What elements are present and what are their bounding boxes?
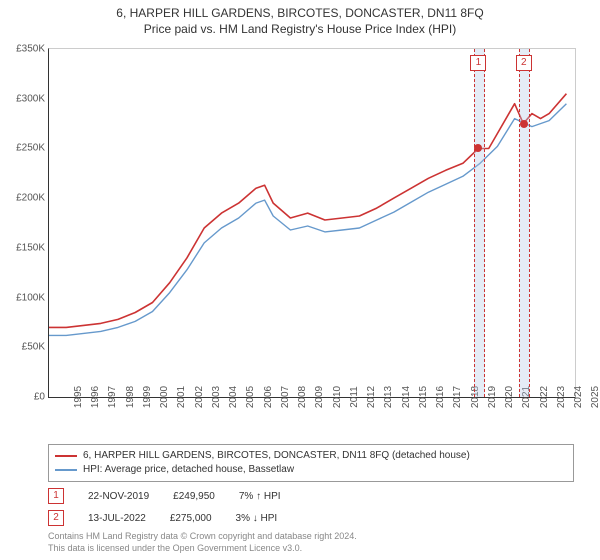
legend-swatch [55,455,77,457]
y-tick-label: £200K [16,193,49,204]
sale-badge: 1 [48,488,64,504]
marker-dot [520,120,528,128]
y-tick-label: £300K [16,93,49,104]
marker-label: 2 [516,55,532,71]
plot-area: £0£50K£100K£150K£200K£250K£300K£350K1995… [48,48,576,398]
sale-date: 22-NOV-2019 [88,491,149,502]
attribution-line: Contains HM Land Registry data © Crown c… [48,530,574,542]
sale-date: 13-JUL-2022 [88,513,146,524]
plot-svg [49,49,575,397]
legend: 6, HARPER HILL GARDENS, BIRCOTES, DONCAS… [48,444,574,482]
legend-item: HPI: Average price, detached house, Bass… [55,463,567,477]
y-tick-label: £100K [16,292,49,303]
y-tick-label: £50K [22,342,49,353]
y-tick-label: £250K [16,143,49,154]
series-line [49,94,566,328]
legend-swatch [55,469,77,471]
sale-change: 7% ↑ HPI [239,491,281,502]
sale-badge: 2 [48,510,64,526]
sale-change: 3% ↓ HPI [236,513,278,524]
marker-band [519,49,530,397]
attribution-line: This data is licensed under the Open Gov… [48,542,574,554]
sale-row: 2 13-JUL-2022 £275,000 3% ↓ HPI [48,510,574,526]
marker-dot [474,144,482,152]
sale-price: £275,000 [170,513,212,524]
chart-title: 6, HARPER HILL GARDENS, BIRCOTES, DONCAS… [0,6,600,20]
y-tick-label: £0 [34,392,49,403]
sale-row: 1 22-NOV-2019 £249,950 7% ↑ HPI [48,488,574,504]
marker-label: 1 [470,55,486,71]
y-tick-label: £150K [16,242,49,253]
legend-label: 6, HARPER HILL GARDENS, BIRCOTES, DONCAS… [83,449,470,463]
legend-label: HPI: Average price, detached house, Bass… [83,463,294,477]
series-line [49,104,566,336]
chart-subtitle: Price paid vs. HM Land Registry's House … [0,22,600,36]
x-tick-label: 2025 [566,386,600,408]
legend-item: 6, HARPER HILL GARDENS, BIRCOTES, DONCAS… [55,449,567,463]
marker-band [474,49,485,397]
chart-container: 6, HARPER HILL GARDENS, BIRCOTES, DONCAS… [0,0,600,560]
sale-price: £249,950 [173,491,215,502]
attribution: Contains HM Land Registry data © Crown c… [48,530,574,554]
y-tick-label: £350K [16,44,49,55]
title-block: 6, HARPER HILL GARDENS, BIRCOTES, DONCAS… [0,0,600,36]
